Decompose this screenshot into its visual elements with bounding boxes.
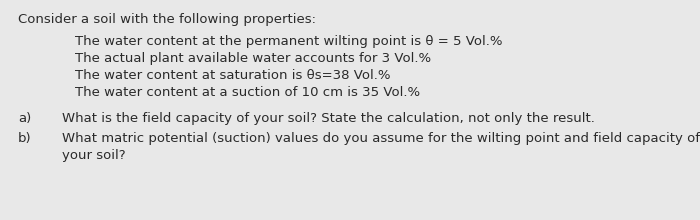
Text: your soil?: your soil? <box>62 149 125 162</box>
Text: What matric potential (suction) values do you assume for the wilting point and f: What matric potential (suction) values d… <box>62 132 700 145</box>
Text: b): b) <box>18 132 32 145</box>
Text: What is the field capacity of your soil? State the calculation, not only the res: What is the field capacity of your soil?… <box>62 112 595 125</box>
Text: The water content at saturation is θs=38 Vol.%: The water content at saturation is θs=38… <box>75 69 391 82</box>
Text: The actual plant available water accounts for 3 Vol.%: The actual plant available water account… <box>75 52 431 65</box>
Text: The water content at a suction of 10 cm is 35 Vol.%: The water content at a suction of 10 cm … <box>75 86 420 99</box>
Text: a): a) <box>18 112 32 125</box>
Text: The water content at the permanent wilting point is θ = 5 Vol.%: The water content at the permanent wilti… <box>75 35 503 48</box>
Text: Consider a soil with the following properties:: Consider a soil with the following prope… <box>18 13 316 26</box>
